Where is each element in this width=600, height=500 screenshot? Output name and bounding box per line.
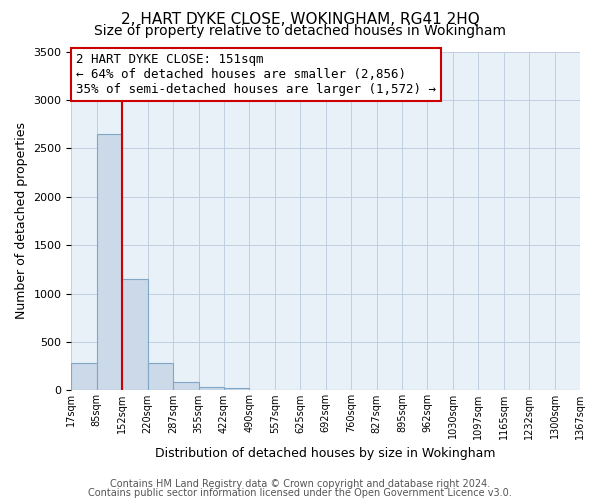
Bar <box>122 278 148 390</box>
Text: Contains public sector information licensed under the Open Government Licence v3: Contains public sector information licen… <box>88 488 512 498</box>
Bar <box>199 388 224 390</box>
Text: Contains HM Land Registry data © Crown copyright and database right 2024.: Contains HM Land Registry data © Crown c… <box>110 479 490 489</box>
X-axis label: Distribution of detached houses by size in Wokingham: Distribution of detached houses by size … <box>155 447 496 460</box>
Bar <box>97 134 122 390</box>
Bar <box>148 364 173 390</box>
Text: 2 HART DYKE CLOSE: 151sqm
← 64% of detached houses are smaller (2,856)
35% of se: 2 HART DYKE CLOSE: 151sqm ← 64% of detac… <box>76 53 436 96</box>
Text: Size of property relative to detached houses in Wokingham: Size of property relative to detached ho… <box>94 24 506 38</box>
Y-axis label: Number of detached properties: Number of detached properties <box>15 122 28 320</box>
Bar <box>173 382 199 390</box>
Text: 2, HART DYKE CLOSE, WOKINGHAM, RG41 2HQ: 2, HART DYKE CLOSE, WOKINGHAM, RG41 2HQ <box>121 12 479 28</box>
Bar <box>224 388 250 390</box>
Bar <box>71 364 97 390</box>
